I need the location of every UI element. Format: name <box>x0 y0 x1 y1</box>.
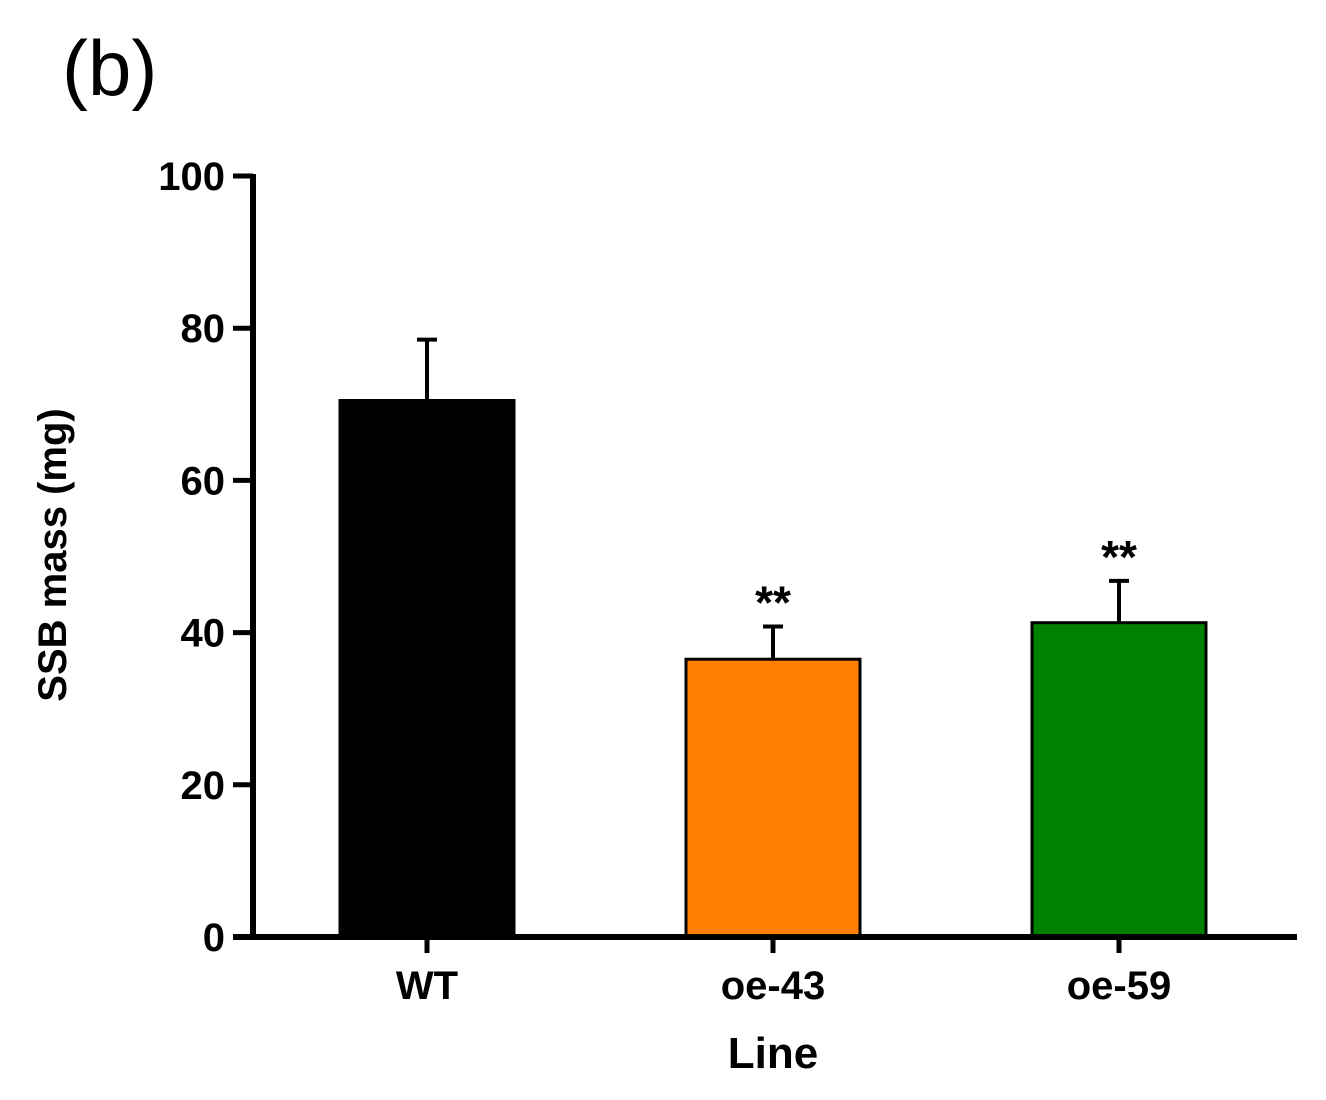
plot-area: WT ** oe-43 ** oe-59 0 20 40 60 80 100 <box>158 155 1297 1008</box>
bar-oe-43 <box>684 657 862 939</box>
panel-label: (b) <box>62 24 157 112</box>
x-axis-title: Line <box>728 1029 818 1078</box>
bar-oe-59 <box>1030 621 1208 939</box>
y-tick-label-40: 40 <box>181 612 226 656</box>
y-tick-label-20: 20 <box>181 764 226 808</box>
x-tick-label-oe-59: oe-59 <box>1067 964 1172 1008</box>
significance-oe-43: ** <box>755 577 791 629</box>
x-tick-label-oe-43: oe-43 <box>721 964 826 1008</box>
bar-WT <box>338 398 516 939</box>
y-tick-label-0: 0 <box>203 916 225 960</box>
y-tick-label-80: 80 <box>181 307 226 351</box>
y-axis-title: SSB mass (mg) <box>31 408 75 701</box>
y-tick-label-60: 60 <box>181 459 226 503</box>
x-tick-label-WT: WT <box>396 964 458 1008</box>
significance-oe-59: ** <box>1101 531 1137 583</box>
y-tick-label-100: 100 <box>158 155 225 199</box>
